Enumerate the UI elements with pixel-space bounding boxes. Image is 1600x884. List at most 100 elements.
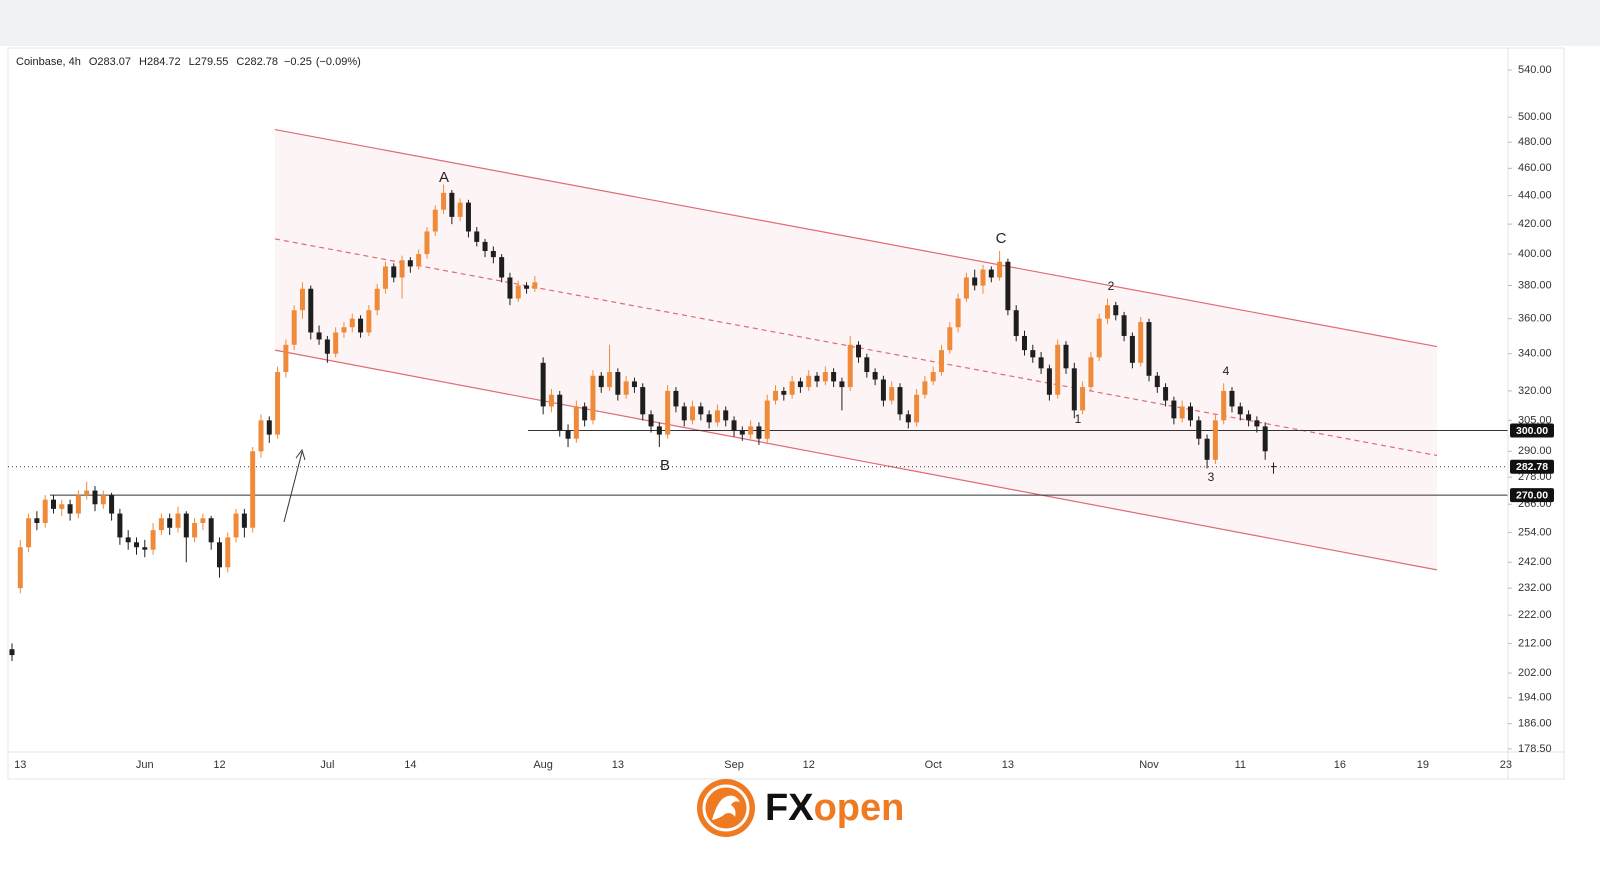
x-tick-label: 16 xyxy=(1334,759,1346,771)
y-tick-label: 305.00 xyxy=(1518,414,1552,426)
candle-body xyxy=(980,269,986,286)
channel-fill xyxy=(275,129,1437,570)
candle-body xyxy=(1138,322,1144,363)
candle-body xyxy=(1071,368,1077,411)
candle-body xyxy=(1063,344,1069,369)
x-tick-label: Aug xyxy=(533,759,553,771)
info-change: −0.25 xyxy=(284,56,312,68)
candle-body xyxy=(1104,305,1110,319)
x-tick-label: 13 xyxy=(14,759,26,771)
candle-body xyxy=(465,202,471,232)
level-label-bg xyxy=(1510,488,1554,503)
candle-body xyxy=(806,375,812,388)
candle-body xyxy=(565,430,571,439)
candle-body xyxy=(607,372,613,388)
y-tick-label: 202.00 xyxy=(1518,667,1552,679)
candle-body xyxy=(233,513,239,538)
candle-body xyxy=(1179,406,1185,419)
candle-body xyxy=(955,298,961,328)
candle-body xyxy=(1262,426,1268,452)
candle-body xyxy=(407,260,413,267)
candle-body xyxy=(266,420,272,435)
candle-body xyxy=(1005,261,1011,311)
y-tick-label: 278.00 xyxy=(1518,471,1552,483)
candle-body xyxy=(109,495,115,514)
candle-body xyxy=(905,414,911,423)
candle-body xyxy=(34,518,40,523)
annotation: 1 xyxy=(1075,412,1082,426)
x-tick-label: 11 xyxy=(1235,759,1246,771)
y-tick-label: 540.00 xyxy=(1518,64,1552,76)
candle-body xyxy=(714,410,720,423)
plot-area xyxy=(8,128,1508,662)
x-tick-label: 13 xyxy=(612,759,624,771)
candle-body xyxy=(482,241,488,251)
candle-body xyxy=(698,406,704,415)
level-label-bg xyxy=(1510,459,1554,474)
x-tick-label: 14 xyxy=(404,759,416,771)
annotation: B xyxy=(660,457,670,474)
candle-body xyxy=(92,490,98,505)
arrow xyxy=(283,451,303,523)
candle-body xyxy=(557,394,563,431)
y-tick-label: 380.00 xyxy=(1518,279,1552,291)
x-tick-label: 23 xyxy=(1500,759,1512,771)
x-tick-label: 13 xyxy=(1002,759,1014,771)
x-tick-label: Jun xyxy=(136,759,154,771)
level-label: 270.00 xyxy=(1516,489,1548,501)
candle-body xyxy=(1038,357,1044,369)
candle-body xyxy=(789,381,795,395)
candle-body xyxy=(1246,414,1252,421)
candle-body xyxy=(939,350,945,373)
x-tick-label: Oct xyxy=(925,759,942,771)
y-tick-label: 320.00 xyxy=(1518,385,1552,397)
candle-body xyxy=(773,390,779,401)
candle-body xyxy=(358,318,364,333)
candle-body xyxy=(723,410,729,421)
candle-body xyxy=(548,394,554,407)
candle-body xyxy=(681,406,687,421)
chart-frame xyxy=(7,47,1565,780)
candle-body xyxy=(640,387,646,415)
candle-body xyxy=(349,318,355,328)
candle-body xyxy=(1204,438,1210,460)
candle-body xyxy=(573,406,579,439)
candle-body xyxy=(499,257,505,278)
candle-body xyxy=(598,375,604,388)
candle-body xyxy=(930,372,936,382)
candle-body xyxy=(50,499,56,509)
logo: FXopen xyxy=(697,779,904,837)
candle-body xyxy=(963,277,969,299)
y-tick-label: 460.00 xyxy=(1518,162,1552,174)
level-label: 282.78 xyxy=(1516,461,1548,473)
x-tick-label: Sep xyxy=(724,759,744,771)
candle-body xyxy=(366,310,372,333)
logo-dragon xyxy=(712,795,740,820)
candle-body xyxy=(1229,390,1235,407)
candle-body xyxy=(216,542,222,568)
candle-body xyxy=(515,285,521,299)
candle-body xyxy=(756,426,762,439)
candle-body xyxy=(308,288,314,333)
y-tick-label: 500.00 xyxy=(1518,111,1552,123)
y-tick-label: 186.00 xyxy=(1518,718,1552,730)
candle-body xyxy=(42,499,48,523)
candle-body xyxy=(183,513,189,538)
candle-body xyxy=(922,381,928,395)
candle-body xyxy=(142,547,148,550)
candle-body xyxy=(333,332,339,354)
candle-body xyxy=(1096,318,1102,358)
annotation: 4 xyxy=(1223,364,1230,378)
y-tick-label: 242.00 xyxy=(1518,556,1552,568)
candle-body xyxy=(822,372,828,382)
x-tick-label: 12 xyxy=(803,759,815,771)
candle-body xyxy=(100,495,106,505)
candle-body xyxy=(1021,335,1027,351)
candle-body xyxy=(457,202,463,217)
arrow-head xyxy=(295,448,306,461)
info-low: L279.55 xyxy=(189,56,229,68)
info-high: H284.72 xyxy=(139,56,181,68)
candle-body xyxy=(1237,406,1243,415)
